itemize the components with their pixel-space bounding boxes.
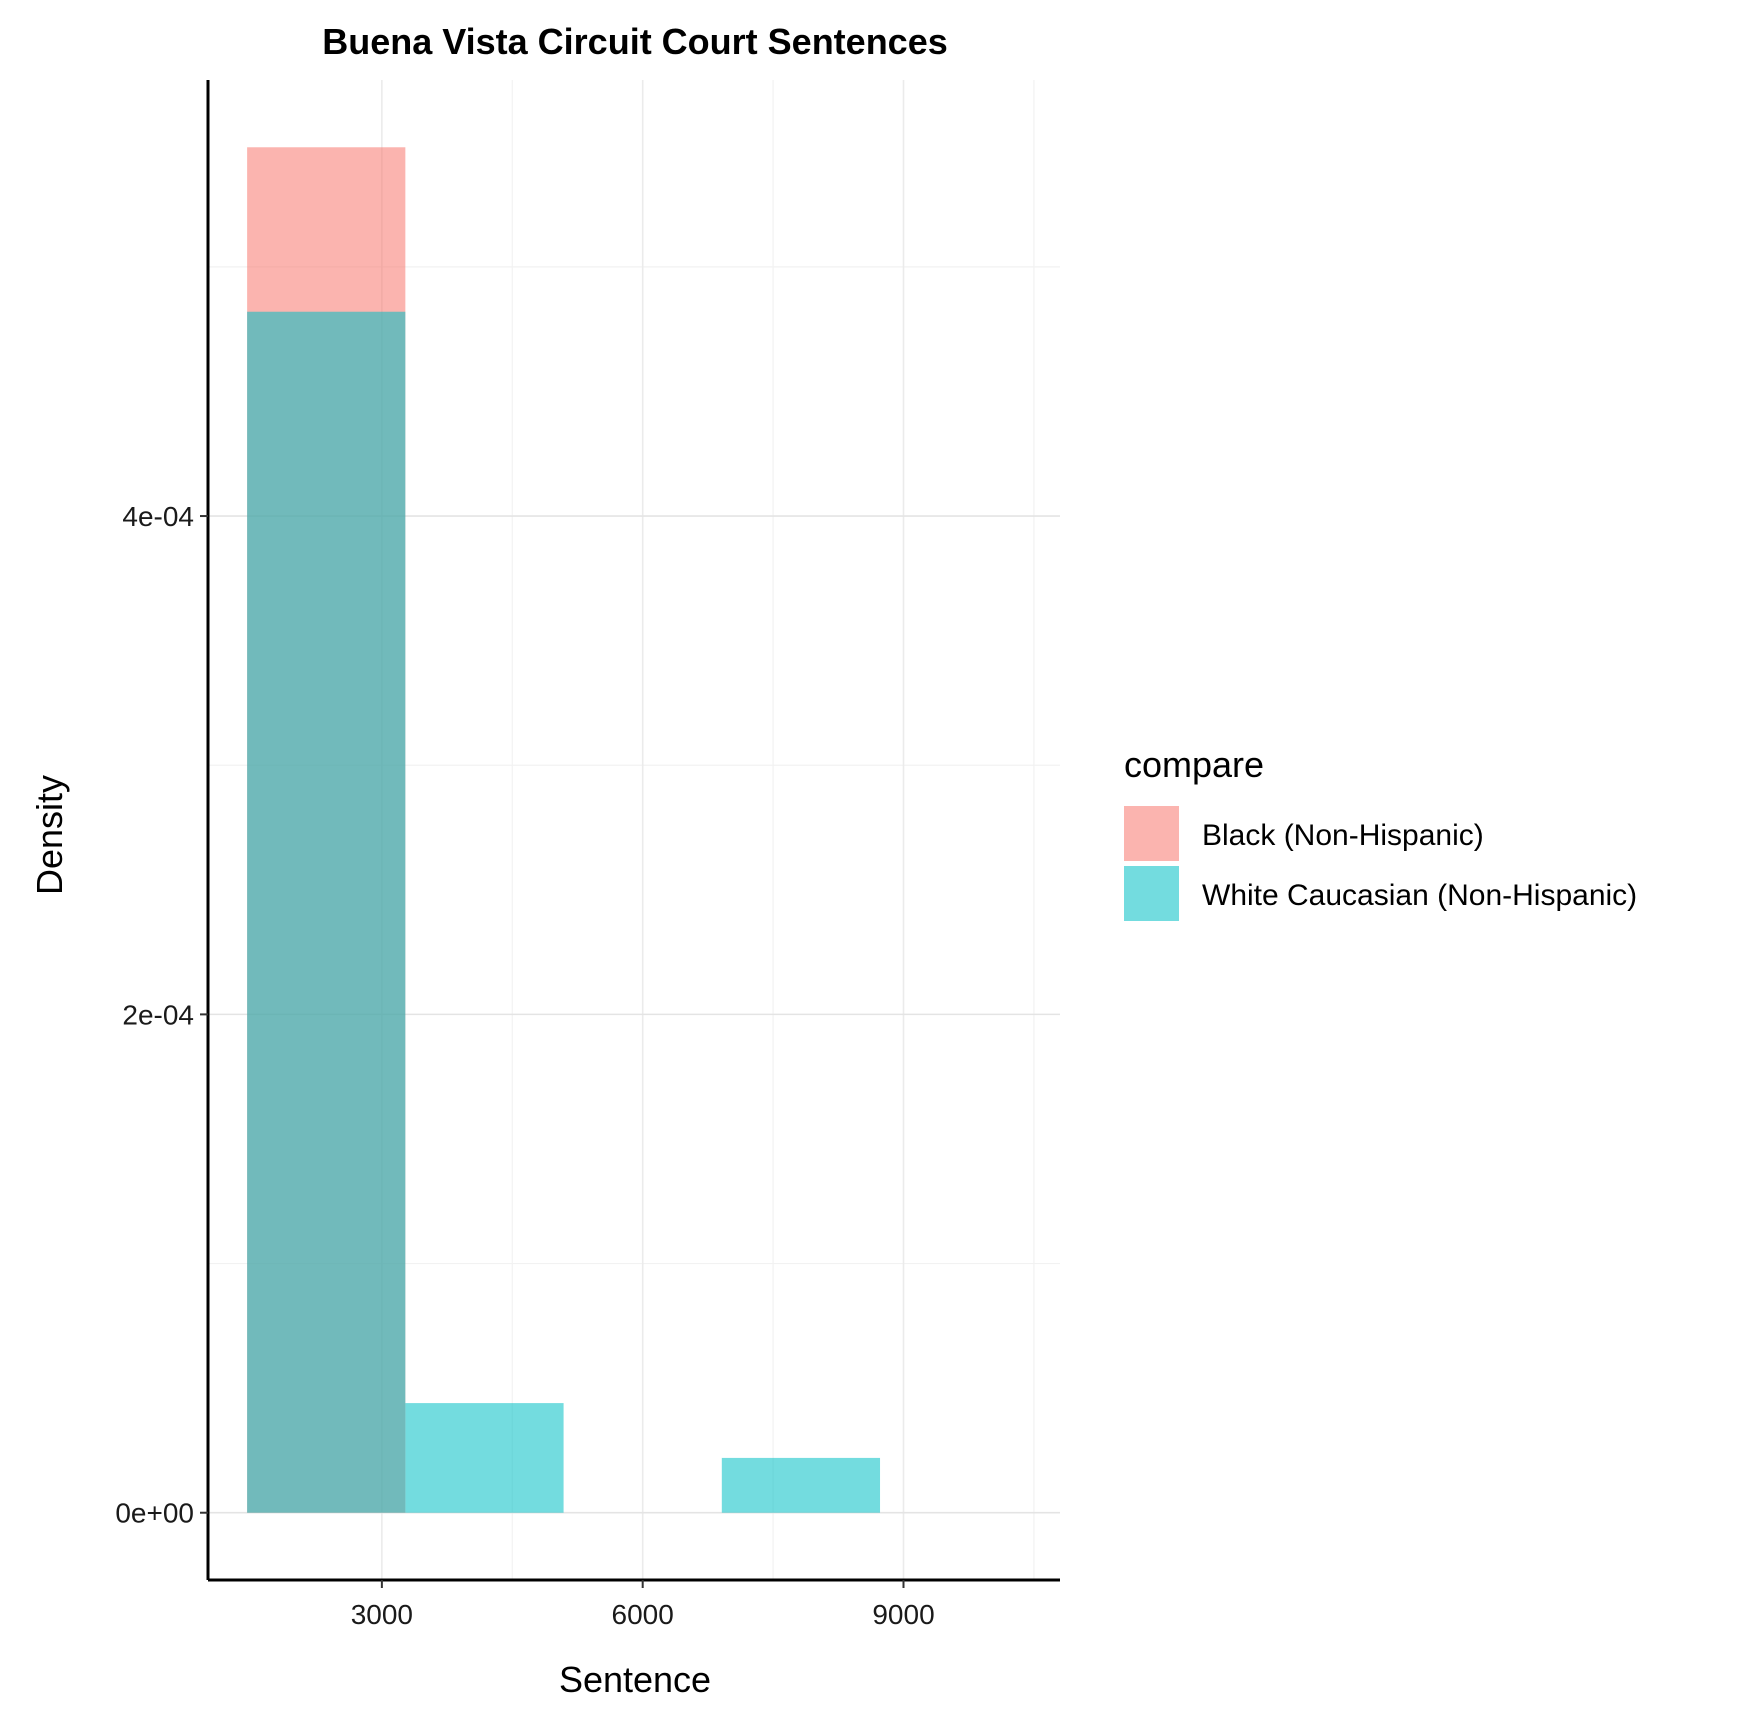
legend-label: Black (Non-Hispanic) bbox=[1202, 819, 1484, 852]
axes bbox=[200, 80, 1060, 1588]
x-axis-title: Sentence bbox=[559, 1659, 711, 1700]
y-tick-label: 0e+00 bbox=[115, 1498, 194, 1529]
y-axis-title: Density bbox=[29, 775, 70, 895]
legend: compare Black (Non-Hispanic) White Caucas… bbox=[1124, 744, 1637, 921]
legend-label: White Caucasian (Non-Hispanic) bbox=[1202, 879, 1637, 912]
histogram-bar-series-2 bbox=[721, 1457, 881, 1513]
x-tick-label: 9000 bbox=[872, 1599, 934, 1630]
legend-swatch bbox=[1124, 806, 1179, 861]
legend-item: Black (Non-Hispanic) bbox=[1124, 806, 1484, 861]
histogram-bars bbox=[247, 147, 881, 1513]
x-tick-label: 3000 bbox=[351, 1599, 413, 1630]
histogram-bar-series-2 bbox=[405, 1403, 564, 1513]
chart-title: Buena Vista Circuit Court Sentences bbox=[322, 21, 948, 62]
legend-item: White Caucasian (Non-Hispanic) bbox=[1124, 866, 1637, 921]
x-tick-label: 6000 bbox=[612, 1599, 674, 1630]
y-tick-label: 2e-04 bbox=[122, 999, 194, 1030]
legend-title: compare bbox=[1124, 744, 1264, 785]
legend-swatch bbox=[1124, 866, 1179, 921]
histogram-bar-series-2 bbox=[247, 311, 406, 1513]
y-tick-label: 4e-04 bbox=[122, 501, 194, 532]
tick-labels: 3000 6000 9000 0e+00 2e-04 4e-04 bbox=[115, 501, 934, 1630]
legend-items: Black (Non-Hispanic) White Caucasian (Non… bbox=[1124, 806, 1637, 921]
